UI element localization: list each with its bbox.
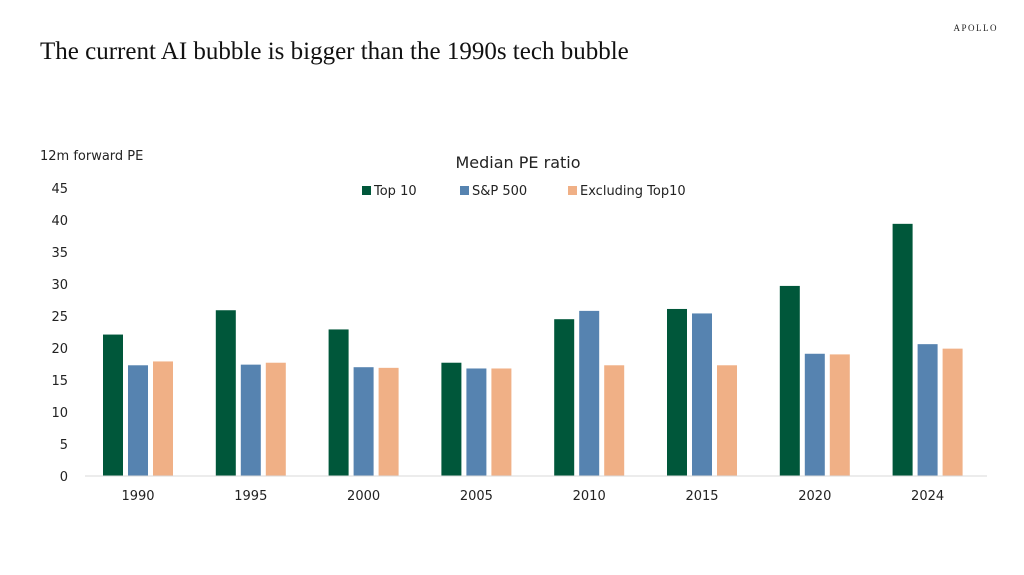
- bar-top-10-1995: [215, 310, 236, 476]
- bar-top-10-2010: [554, 319, 575, 476]
- y-tick-label: 20: [51, 342, 68, 357]
- y-tick-label: 45: [51, 182, 68, 197]
- x-tick-label: 1995: [234, 489, 267, 504]
- bar-s-p-500-2005: [466, 368, 487, 476]
- page-title: The current AI bubble is bigger than the…: [40, 38, 629, 65]
- bar-s-p-500-2020: [804, 353, 825, 476]
- bar-s-p-500-1990: [128, 365, 148, 476]
- bar-top-10-1990: [103, 334, 123, 476]
- legend-swatch: [568, 186, 577, 195]
- y-axis: 0 5 10 15 20 25 30 35 40 45: [51, 182, 68, 485]
- y-tick-label: 15: [51, 374, 68, 389]
- legend-label: S&P 500: [472, 184, 527, 199]
- chart-title: Median PE ratio: [455, 153, 580, 172]
- y-tick-label: 25: [51, 310, 68, 325]
- bar-excluding-top10-2000: [378, 367, 399, 476]
- brand-logo: APOLLO: [953, 23, 998, 33]
- bar-s-p-500-2000: [353, 367, 374, 476]
- y-tick-label: 10: [51, 406, 68, 421]
- bar-top-10-2020: [779, 285, 800, 476]
- bar-s-p-500-2024: [917, 344, 938, 476]
- bar-top-10-2015: [667, 308, 687, 476]
- x-tick-label: 2020: [798, 489, 831, 504]
- bar-excluding-top10-2024: [942, 348, 963, 476]
- bars: [103, 223, 963, 476]
- legend-swatch: [460, 186, 469, 195]
- legend-label: Excluding Top10: [580, 184, 686, 199]
- legend: Top 10 S&P 500 Excluding Top10: [362, 184, 686, 199]
- bar-excluding-top10-1995: [265, 362, 286, 476]
- x-tick-label: 2010: [573, 489, 606, 504]
- bar-excluding-top10-2010: [604, 365, 625, 476]
- x-tick-label: 2024: [911, 489, 944, 504]
- x-tick-label: 2005: [460, 489, 493, 504]
- bar-s-p-500-2010: [579, 310, 600, 476]
- bar-top-10-2005: [441, 362, 462, 476]
- legend-label: Top 10: [373, 184, 417, 199]
- y-tick-label: 0: [60, 470, 68, 485]
- bar-excluding-top10-1990: [153, 361, 173, 476]
- y-tick-label: 35: [51, 246, 68, 261]
- x-tick-label: 2015: [685, 489, 718, 504]
- bar-top-10-2024: [892, 223, 913, 476]
- bar-s-p-500-1995: [240, 364, 261, 476]
- bar-s-p-500-2015: [692, 313, 712, 476]
- bar-excluding-top10-2005: [491, 368, 512, 476]
- x-tick-label: 1990: [121, 489, 154, 504]
- bar-top-10-2000: [328, 329, 349, 476]
- y-tick-label: 30: [51, 278, 68, 293]
- y-tick-label: 5: [60, 438, 68, 453]
- x-axis: 1990 1995 2000 2005 2010 2015 2020 2024: [121, 489, 944, 504]
- bar-excluding-top10-2020: [829, 354, 850, 476]
- y-axis-label: 12m forward PE: [40, 149, 143, 164]
- x-tick-label: 2000: [347, 489, 380, 504]
- y-tick-label: 40: [51, 214, 68, 229]
- bar-excluding-top10-2015: [717, 365, 737, 476]
- legend-swatch: [362, 186, 371, 195]
